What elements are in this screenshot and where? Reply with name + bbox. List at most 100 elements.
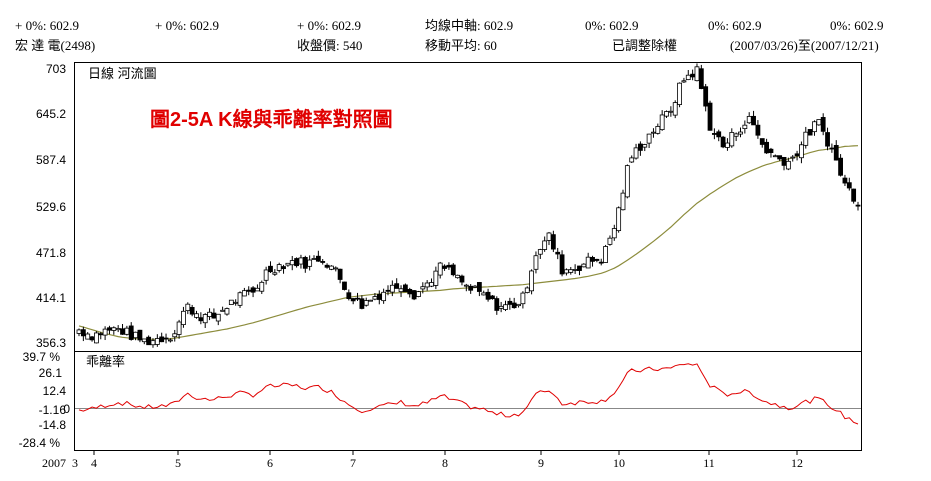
candlestick	[215, 313, 221, 326]
candlestick	[320, 259, 326, 265]
stock-name: 宏 達 電(2498)	[15, 38, 96, 53]
candlestick	[202, 313, 208, 328]
candlestick	[424, 280, 430, 291]
candlestick	[629, 155, 635, 163]
candlestick	[833, 140, 839, 161]
candlestick	[241, 287, 247, 297]
candlestick	[85, 332, 91, 340]
candlestick	[468, 284, 474, 294]
candlestick	[411, 290, 417, 301]
candlestick	[246, 286, 252, 296]
candlestick	[124, 325, 130, 336]
candlestick	[511, 297, 517, 309]
candlestick	[594, 258, 600, 263]
candlestick	[803, 126, 809, 149]
candlestick	[442, 264, 447, 271]
candlestick	[855, 201, 861, 211]
candlestick	[294, 257, 299, 268]
candlestick	[799, 141, 804, 164]
x-tick-label: 9	[538, 456, 544, 470]
candlestick	[381, 288, 387, 304]
moving-average-period: 移動平均: 60	[425, 38, 497, 53]
candlestick	[102, 326, 108, 341]
price-panel-label: 日線 河流圖	[88, 66, 157, 81]
candlestick	[659, 110, 665, 131]
ref-value-5: 0%: 602.9	[585, 18, 639, 33]
candlestick	[655, 123, 661, 135]
candlestick	[694, 63, 700, 82]
candlestick	[611, 224, 617, 241]
price-y-tick-label: 645.2	[36, 107, 66, 121]
candlestick	[751, 110, 756, 126]
candlestick	[616, 206, 622, 233]
candlestick	[577, 265, 582, 276]
price-y-tick-label: 529.6	[36, 200, 66, 214]
candlestick	[681, 77, 687, 83]
candlestick	[416, 290, 421, 298]
candlestick	[176, 319, 182, 339]
candlestick	[285, 262, 291, 267]
candlestick	[302, 255, 308, 273]
candlestick	[598, 258, 604, 266]
candlestick	[324, 263, 330, 269]
candlestick	[307, 255, 313, 271]
candlestick	[755, 120, 761, 139]
candlestick	[398, 285, 404, 298]
candlestick	[703, 83, 709, 112]
candlestick	[259, 280, 265, 295]
candlestick	[785, 157, 791, 171]
candlestick	[311, 255, 317, 260]
candlestick	[137, 329, 143, 343]
candlestick	[838, 154, 843, 177]
candlestick	[459, 274, 465, 286]
candlestick	[646, 133, 652, 149]
candlestick	[768, 147, 774, 158]
candlestick	[772, 154, 778, 158]
candlestick	[851, 188, 857, 204]
candlestick	[276, 262, 282, 273]
candlestick	[711, 128, 717, 140]
candlestick	[163, 333, 169, 344]
candlestick	[685, 70, 691, 81]
candlestick	[141, 338, 147, 345]
candlestick	[846, 177, 852, 191]
candlestick	[407, 287, 413, 298]
candlestick	[620, 189, 626, 211]
candlestick	[820, 113, 826, 136]
candlestick	[433, 266, 439, 290]
candlestick	[533, 251, 539, 274]
candlestick	[550, 230, 556, 253]
ma-axis-value: 均線中軸: 602.9	[425, 18, 514, 33]
candlestick	[733, 132, 739, 142]
candlestick	[268, 261, 273, 273]
candlestick	[664, 110, 669, 118]
candlestick	[455, 274, 461, 279]
candlestick	[738, 127, 743, 138]
candlestick	[590, 255, 595, 267]
candlestick	[807, 129, 813, 136]
ratio-y-tick-label: -14.8	[39, 418, 67, 432]
x-tick-label: 10	[613, 456, 625, 470]
candlestick	[472, 284, 478, 289]
candlestick	[585, 252, 591, 269]
ref-value-2: + 0%: 602.9	[155, 18, 220, 33]
candlestick	[189, 304, 195, 317]
candlestick	[672, 100, 678, 119]
candlestick	[498, 301, 504, 313]
candlestick	[624, 164, 630, 199]
candlestick	[437, 261, 443, 279]
candlestick	[476, 281, 482, 297]
candlestick	[420, 282, 426, 294]
candlestick	[120, 323, 125, 335]
candlestick	[207, 308, 212, 321]
ref-value-6: 0%: 602.9	[708, 18, 762, 33]
candlestick	[668, 106, 674, 117]
candlestick	[250, 286, 256, 298]
candlestick	[507, 297, 513, 310]
candlestick	[494, 296, 500, 315]
candlestick	[172, 329, 178, 342]
candlestick	[329, 265, 334, 271]
ref-value-7: 0%: 602.9	[830, 18, 884, 33]
ref-value-1: + 0%: 602.9	[15, 18, 80, 33]
ratio-y-tick-label: -28.4 %	[19, 436, 61, 450]
